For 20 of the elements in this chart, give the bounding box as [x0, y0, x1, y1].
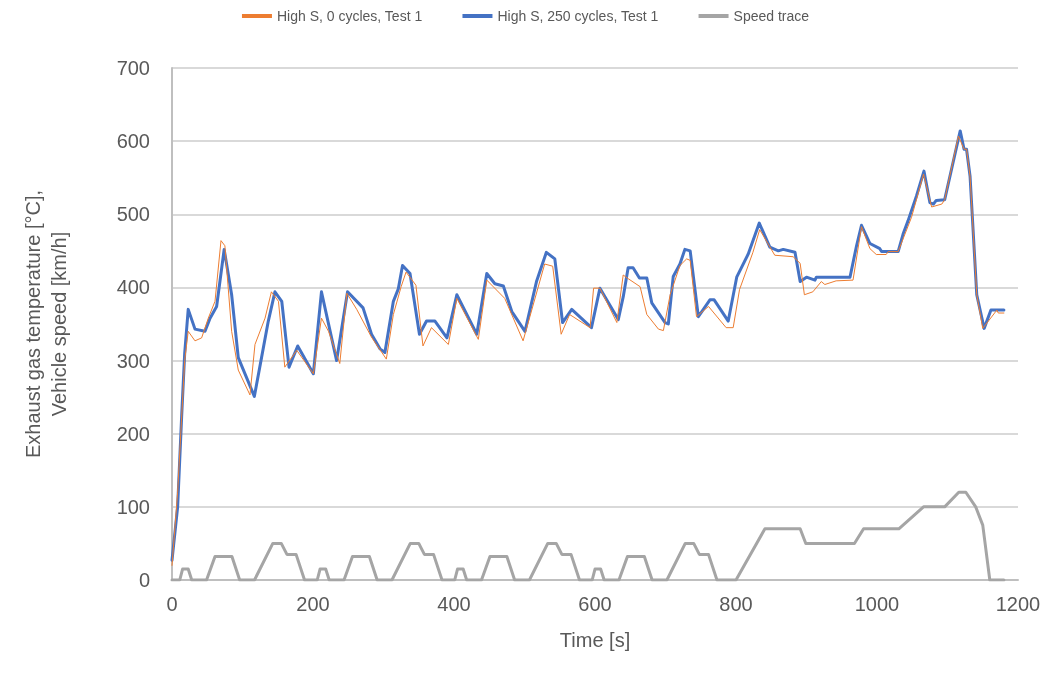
y-tick-label: 600: [116, 130, 150, 153]
x-tick-label: 400: [437, 593, 471, 615]
x-tick-label: 1000: [854, 593, 900, 615]
x-tick-label: 0: [166, 593, 178, 615]
x-axis-title: Time [s]: [559, 629, 631, 651]
y-tick-label: 100: [116, 495, 150, 518]
legend-label: High S, 250 cycles, Test 1: [497, 8, 659, 24]
y-tick-label: 400: [116, 276, 150, 299]
y-tick-label: 0: [138, 569, 150, 591]
y-axis-title: Exhaust gas temperature [°C], Vehicle speed [km/h]: [22, 189, 70, 459]
x-tick-label: 600: [578, 593, 612, 615]
y-tick-label: 700: [116, 57, 150, 79]
legend-label: High S, 0 cycles, Test 1: [276, 8, 423, 24]
legend-label: Speed trace: [733, 8, 810, 24]
y-tick-label: 200: [116, 422, 150, 445]
x-tick-label: 200: [296, 593, 330, 615]
y-tick-label: 500: [116, 203, 150, 226]
y-tick-label: 300: [116, 349, 150, 372]
x-tick-label: 800: [719, 593, 753, 615]
x-tick-label: 1200: [995, 593, 1041, 615]
